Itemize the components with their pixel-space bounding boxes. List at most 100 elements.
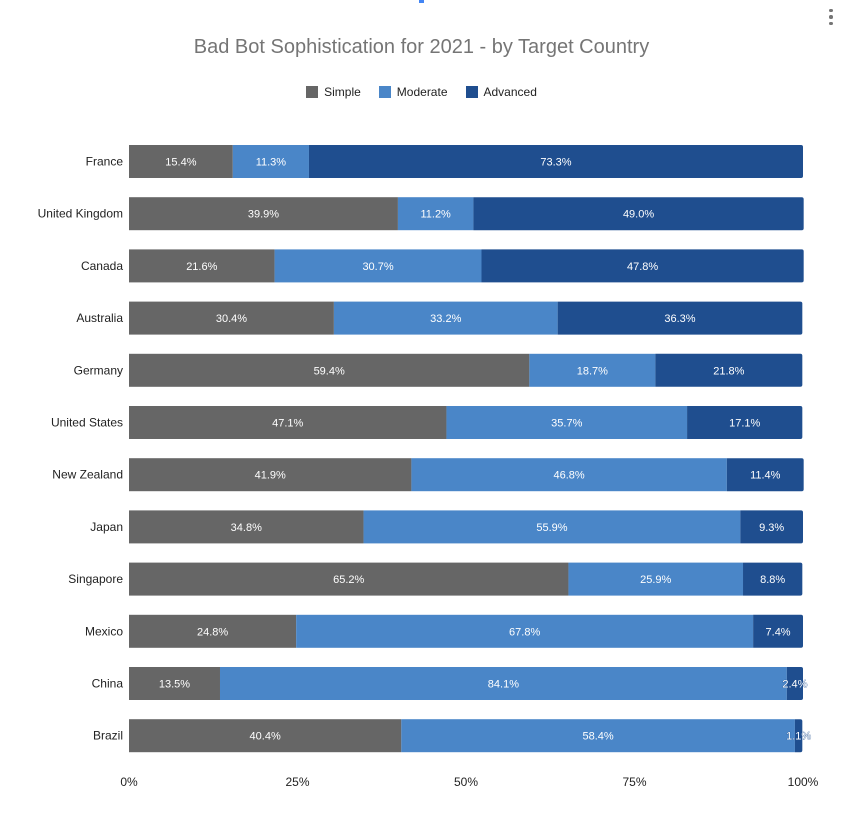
data-label-simple: 47.1%	[272, 418, 303, 430]
data-label-moderate: 67.8%	[509, 626, 540, 638]
data-label-advanced: 7.4%	[766, 626, 791, 638]
bar-segment-simple[interactable]	[129, 406, 447, 439]
bar-segment-moderate[interactable]	[274, 249, 482, 283]
legend-swatch-advanced	[465, 86, 478, 98]
data-label-moderate: 11.2%	[420, 209, 451, 221]
legend-item-simple[interactable]: Simple	[306, 85, 361, 99]
data-label-advanced: 17.1%	[729, 418, 760, 430]
bar-segment-simple[interactable]	[129, 562, 569, 596]
category-label-united-kingdom: United Kingdom	[38, 207, 123, 221]
bar-segment-simple[interactable]	[129, 353, 530, 387]
bar-segment-simple[interactable]	[129, 145, 233, 178]
x-tick-label: 100%	[788, 775, 819, 789]
data-label-moderate: 58.4%	[583, 731, 614, 743]
data-label-advanced: 73.3%	[540, 157, 571, 169]
data-label-simple: 15.4%	[165, 157, 196, 169]
category-label-australia: Australia	[76, 311, 123, 325]
data-label-simple: 65.2%	[333, 574, 364, 586]
bar-segment-moderate[interactable]	[411, 458, 727, 492]
data-label-advanced: 2.4%	[782, 679, 807, 691]
legend-swatch-moderate	[378, 86, 391, 98]
data-label-simple: 13.5%	[159, 679, 190, 691]
data-label-simple: 41.9%	[255, 470, 286, 482]
data-label-simple: 59.4%	[314, 365, 345, 377]
data-label-advanced: 11.4%	[750, 470, 781, 482]
bar-segment-moderate[interactable]	[568, 562, 744, 596]
data-label-simple: 24.8%	[197, 626, 228, 638]
legend-label-advanced: Advanced	[483, 85, 537, 99]
category-label-united-states: United States	[51, 416, 123, 430]
data-label-simple: 34.8%	[231, 522, 262, 534]
data-label-advanced: 9.3%	[759, 522, 784, 534]
bar-segment-advanced[interactable]	[557, 301, 803, 335]
bar-segment-simple[interactable]	[129, 249, 275, 283]
bar-segment-moderate[interactable]	[219, 667, 787, 700]
bar-segment-advanced[interactable]	[687, 406, 803, 439]
menu-dot	[829, 21, 833, 26]
data-label-moderate: 18.7%	[577, 365, 608, 377]
data-label-simple: 40.4%	[250, 731, 281, 743]
data-label-moderate: 55.9%	[536, 522, 567, 534]
more-vert-icon[interactable]	[824, 6, 838, 28]
bar-segment-moderate[interactable]	[401, 719, 795, 753]
category-label-mexico: Mexico	[85, 624, 123, 638]
category-label-germany: Germany	[74, 363, 123, 377]
data-label-moderate: 46.8%	[554, 470, 585, 482]
category-label-singapore: Singapore	[68, 572, 123, 586]
bar-segment-moderate[interactable]	[529, 353, 656, 387]
data-label-moderate: 30.7%	[362, 261, 393, 273]
data-label-simple: 21.6%	[186, 261, 217, 273]
data-label-moderate: 84.1%	[488, 679, 519, 691]
bar-segment-moderate[interactable]	[333, 301, 558, 335]
x-tick-label: 25%	[285, 775, 309, 789]
bar-segment-advanced[interactable]	[740, 510, 803, 544]
data-label-advanced: 36.3%	[664, 313, 695, 325]
bar-segment-simple[interactable]	[129, 197, 398, 231]
category-label-china: China	[92, 677, 124, 691]
data-label-advanced: 49.0%	[623, 209, 654, 221]
bar-segment-advanced[interactable]	[743, 562, 803, 596]
category-label-new-zealand: New Zealand	[52, 468, 123, 482]
bar-segment-simple[interactable]	[129, 301, 334, 335]
bar-segment-moderate[interactable]	[397, 197, 474, 231]
legend-label-simple: Simple	[324, 85, 361, 99]
bar-segment-advanced[interactable]	[794, 719, 803, 753]
bar-segment-advanced[interactable]	[655, 353, 803, 387]
bar-segment-advanced[interactable]	[473, 197, 804, 231]
legend-item-advanced[interactable]: Advanced	[465, 85, 537, 99]
legend-item-moderate[interactable]: Moderate	[378, 85, 448, 99]
menu-dot	[829, 15, 833, 19]
category-label-japan: Japan	[90, 520, 123, 534]
data-label-simple: 30.4%	[216, 313, 247, 325]
legend-swatch-simple	[306, 86, 319, 98]
chart-title: Bad Bot Sophistication for 2021 - by Tar…	[193, 36, 650, 58]
data-label-advanced: 21.8%	[713, 365, 744, 377]
data-label-advanced: 8.8%	[760, 574, 785, 586]
category-label-brazil: Brazil	[93, 729, 123, 743]
bar-segment-simple[interactable]	[129, 614, 297, 648]
bar-segment-moderate[interactable]	[232, 145, 309, 178]
bar-segment-advanced[interactable]	[308, 145, 803, 178]
bar-segment-advanced[interactable]	[481, 249, 804, 283]
bar-segment-simple[interactable]	[129, 510, 364, 544]
bar-segment-simple[interactable]	[129, 667, 220, 700]
data-label-advanced: 47.8%	[627, 261, 658, 273]
bar-segment-advanced[interactable]	[726, 458, 804, 492]
bar-segment-moderate[interactable]	[363, 510, 741, 544]
data-label-moderate: 35.7%	[551, 418, 582, 430]
top-indicator	[419, 0, 424, 3]
x-tick-label: 0%	[120, 775, 138, 789]
bar-segment-advanced[interactable]	[786, 667, 803, 700]
data-label-moderate: 33.2%	[430, 313, 461, 325]
bar-segment-simple[interactable]	[129, 719, 402, 753]
category-label-canada: Canada	[81, 259, 123, 273]
bar-segment-advanced[interactable]	[753, 614, 803, 648]
data-label-advanced: 1.1%	[786, 731, 811, 743]
bar-segment-simple[interactable]	[129, 458, 412, 492]
bar-segment-moderate[interactable]	[296, 614, 754, 648]
bar-segment-moderate[interactable]	[446, 406, 688, 439]
x-tick-label: 50%	[454, 775, 478, 789]
data-label-moderate: 11.3%	[256, 157, 287, 169]
data-label-simple: 39.9%	[248, 209, 279, 221]
